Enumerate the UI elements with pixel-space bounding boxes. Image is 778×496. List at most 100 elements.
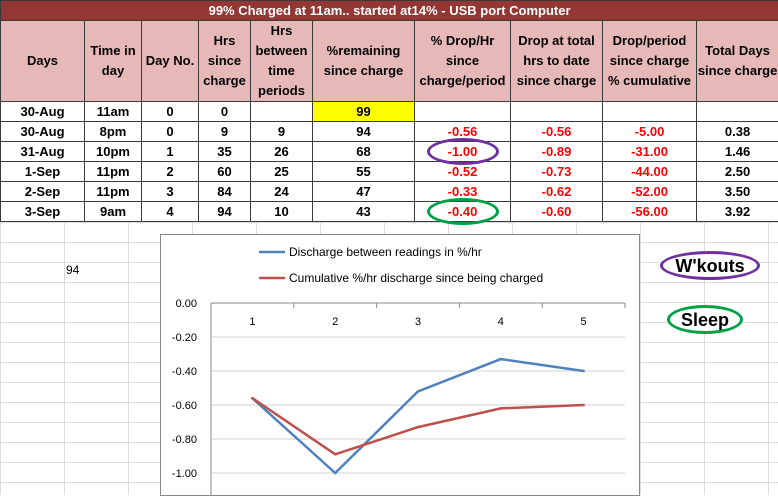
table-cell[interactable]: -0.60 [511, 202, 603, 222]
table-cell[interactable]: 25 [251, 162, 313, 182]
table-cell[interactable]: 1.46 [697, 142, 778, 162]
table-cell[interactable]: 2 [142, 162, 199, 182]
table-cell[interactable]: -56.00 [603, 202, 697, 222]
table-cell[interactable]: 0 [142, 102, 199, 122]
table-cell[interactable]: 30-Aug [1, 122, 85, 142]
table-cell[interactable]: 10pm [85, 142, 142, 162]
legend-label: Discharge between readings in %/hr [289, 245, 482, 259]
header-cell[interactable]: Hrs between time periods [251, 21, 313, 102]
table-cell[interactable]: 84 [199, 182, 251, 202]
loose-cell-value[interactable]: 94 [66, 263, 79, 277]
table-row: 3-Sep 9am 4 94 10 43 -0.40 -0.60 -56.00 … [1, 202, 778, 222]
sleep-label: Sleep [667, 305, 743, 334]
table-row: 2-Sep 11pm 3 84 24 47 -0.33 -0.62 -52.00… [1, 182, 778, 202]
data-point [417, 426, 420, 429]
x-tick-label: 3 [415, 316, 421, 328]
table-cell[interactable]: 2.50 [697, 162, 778, 182]
table-cell[interactable]: 55 [313, 162, 415, 182]
table-cell[interactable]: -0.56 [511, 122, 603, 142]
y-tick-label: -0.40 [172, 366, 197, 378]
header-cell[interactable]: Hrs since charge [199, 21, 251, 102]
table-cell[interactable]: 60 [199, 162, 251, 182]
workouts-highlight-oval [427, 138, 499, 165]
table-cell[interactable]: 0.38 [697, 122, 778, 142]
table-cell[interactable]: 0 [142, 122, 199, 142]
table-cell[interactable]: 94 [199, 202, 251, 222]
data-point [417, 390, 420, 393]
table-cell[interactable]: -0.89 [511, 142, 603, 162]
table-cell[interactable]: -0.62 [511, 182, 603, 202]
legend-label: Cumulative %/hr discharge since being ch… [289, 271, 543, 285]
table-cell[interactable]: 3.50 [697, 182, 778, 202]
header-cell[interactable]: %remaining since charge [313, 21, 415, 102]
data-point [582, 404, 585, 407]
series-line [252, 359, 583, 473]
highlighted-cell[interactable]: 99 [313, 102, 415, 122]
table-cell[interactable]: -44.00 [603, 162, 697, 182]
table-cell[interactable]: -31.00 [603, 142, 697, 162]
sleep-highlight-oval [427, 198, 499, 225]
table-cell[interactable]: 94 [313, 122, 415, 142]
table-cell[interactable] [415, 102, 511, 122]
table-cell[interactable]: 3 [142, 182, 199, 202]
data-point [334, 453, 337, 456]
workouts-label: W'kouts [660, 251, 760, 280]
header-cell[interactable]: Day No. [142, 21, 199, 102]
y-tick-label: 0.00 [176, 298, 197, 310]
x-tick-label: 1 [249, 316, 255, 328]
table-cell[interactable]: 31-Aug [1, 142, 85, 162]
table-cell[interactable]: 10 [251, 202, 313, 222]
table-cell[interactable]: 1-Sep [1, 162, 85, 182]
header-cell[interactable]: % Drop/Hr since charge/period [415, 21, 511, 102]
table-cell[interactable]: -5.00 [603, 122, 697, 142]
table-cell[interactable]: 0 [199, 102, 251, 122]
x-tick-label: 5 [581, 316, 587, 328]
table-title[interactable]: 99% Charged at 11am.. started at14% - US… [1, 1, 778, 21]
data-point [500, 358, 503, 361]
table-cell[interactable]: 68 [313, 142, 415, 162]
table-cell[interactable]: 11pm [85, 182, 142, 202]
table-cell[interactable]: 11am [85, 102, 142, 122]
table-cell[interactable]: 47 [313, 182, 415, 202]
table-cell[interactable]: 26 [251, 142, 313, 162]
table-cell[interactable]: 4 [142, 202, 199, 222]
table-cell[interactable]: 3.92 [697, 202, 778, 222]
y-tick-label: -0.60 [172, 400, 197, 412]
battery-data-table: 99% Charged at 11am.. started at14% - US… [0, 0, 778, 222]
table-cell[interactable]: 1 [142, 142, 199, 162]
header-cell[interactable]: Drop/period since charge % cumulative [603, 21, 697, 102]
table-cell[interactable]: 9 [251, 122, 313, 142]
table-cell[interactable]: 11pm [85, 162, 142, 182]
x-tick-label: 2 [332, 316, 338, 328]
table-row: 30-Aug 8pm 0 9 9 94 -0.56 -0.56 -5.00 0.… [1, 122, 778, 142]
table-cell[interactable] [697, 102, 778, 122]
header-cell[interactable]: Total Days since charge [697, 21, 778, 102]
table-cell[interactable] [251, 102, 313, 122]
table-cell[interactable]: 3-Sep [1, 202, 85, 222]
table-cell[interactable]: 24 [251, 182, 313, 202]
table-cell[interactable]: 8pm [85, 122, 142, 142]
table-row: 31-Aug 10pm 1 35 26 68 -1.00 -0.89 -31.0… [1, 142, 778, 162]
table-row: 30-Aug 11am 0 0 99 [1, 102, 778, 122]
data-point [582, 370, 585, 373]
header-cell[interactable]: Days [1, 21, 85, 102]
header-cell[interactable]: Drop at total hrs to date since charge [511, 21, 603, 102]
table-cell[interactable]: 9am [85, 202, 142, 222]
header-row: Days Time in day Day No. Hrs since charg… [1, 21, 778, 102]
data-point [500, 407, 503, 410]
table-cell[interactable]: -52.00 [603, 182, 697, 202]
table-cell[interactable]: 35 [199, 142, 251, 162]
table-cell[interactable]: -0.73 [511, 162, 603, 182]
table-cell[interactable]: 30-Aug [1, 102, 85, 122]
table-cell[interactable] [603, 102, 697, 122]
table-cell[interactable]: 9 [199, 122, 251, 142]
x-tick-label: 4 [498, 316, 504, 328]
table-cell[interactable] [511, 102, 603, 122]
table-cell[interactable]: 43 [313, 202, 415, 222]
header-cell[interactable]: Time in day [85, 21, 142, 102]
title-row: 99% Charged at 11am.. started at14% - US… [1, 1, 778, 21]
table-cell[interactable]: 2-Sep [1, 182, 85, 202]
data-point [251, 397, 254, 400]
